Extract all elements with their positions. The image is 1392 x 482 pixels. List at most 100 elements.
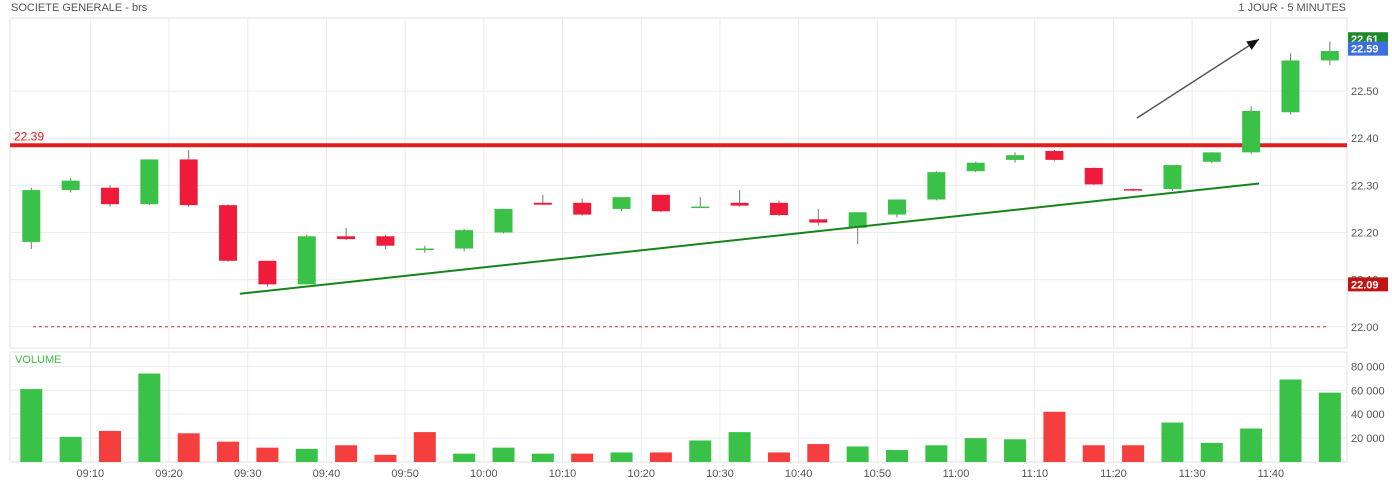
candle-body xyxy=(1320,51,1339,61)
price-tick-label: 22.50 xyxy=(1351,86,1379,98)
price-tick-label: 22.00 xyxy=(1351,322,1379,334)
volume-bar xyxy=(20,389,43,462)
candle-body xyxy=(455,230,474,249)
price-panel-frame xyxy=(9,17,1348,349)
price-label-text: 22.09 xyxy=(1351,279,1379,291)
candle-body xyxy=(848,212,867,228)
candle-body xyxy=(966,162,985,172)
volume-bar xyxy=(649,452,672,462)
x-tick-label: 10:10 xyxy=(549,468,577,480)
candle-body xyxy=(927,172,946,200)
volume-bar xyxy=(1200,442,1223,462)
volume-bar xyxy=(571,453,594,462)
volume-bar xyxy=(1318,392,1341,462)
volume-bar xyxy=(59,436,82,462)
candle-body xyxy=(888,199,906,215)
volume-bar xyxy=(846,446,869,462)
volume-tick-label: 80 000 xyxy=(1351,361,1385,373)
x-tick-label: 09:20 xyxy=(155,468,183,480)
candle-body xyxy=(651,194,670,212)
chart-title: SOCIETE GENERALE - brs xyxy=(11,2,148,14)
x-tick-label: 11:30 xyxy=(1179,468,1206,480)
candle-body xyxy=(1202,152,1221,162)
arrow-head xyxy=(1246,39,1260,50)
candle-body xyxy=(297,236,316,285)
volume-bar xyxy=(1082,445,1105,462)
volume-bar xyxy=(413,432,436,462)
candle-body xyxy=(730,202,749,206)
x-tick-label: 10:00 xyxy=(470,468,498,480)
price-tick-label: 22.20 xyxy=(1351,228,1379,240)
volume-bar xyxy=(99,430,121,462)
volume-bar xyxy=(886,450,908,462)
volume-bar xyxy=(217,441,240,462)
candle-body xyxy=(809,219,828,223)
candle-body xyxy=(1281,60,1300,113)
volume-tick-label: 40 000 xyxy=(1351,409,1385,421)
volume-bar xyxy=(1122,445,1145,462)
candle-body xyxy=(415,248,434,251)
volume-bar xyxy=(295,448,318,462)
volume-bar xyxy=(610,452,633,462)
candle-body xyxy=(1045,150,1064,160)
candle-body xyxy=(769,202,788,216)
candle-body xyxy=(337,236,356,240)
volume-bar xyxy=(1240,428,1263,462)
volume-bar xyxy=(492,447,515,462)
candle-body xyxy=(1006,155,1025,160)
period-selector[interactable]: 1 JOUR - 5 MINUTES xyxy=(1238,2,1346,14)
volume-panel-frame xyxy=(9,351,1348,463)
volume-bar xyxy=(807,444,830,462)
volume-bar xyxy=(531,453,554,462)
x-tick-label: 11:10 xyxy=(1021,468,1048,480)
x-tick-label: 11:20 xyxy=(1100,468,1127,480)
candle-body xyxy=(1242,110,1261,153)
price-tick-label: 22.30 xyxy=(1351,180,1379,192)
volume-bar xyxy=(1279,379,1302,462)
volume-bar xyxy=(1161,422,1184,462)
price-label-box xyxy=(1348,41,1388,56)
price-label-box xyxy=(1348,277,1388,292)
volume-bar xyxy=(964,438,987,462)
candle-body xyxy=(376,236,395,246)
x-tick-label: 11:40 xyxy=(1257,468,1284,480)
volume-bar xyxy=(925,445,948,462)
volume-bar xyxy=(689,440,712,462)
x-tick-label: 10:50 xyxy=(864,468,892,480)
arrow-line xyxy=(1136,38,1260,119)
candle-body xyxy=(179,159,198,206)
volume-bar xyxy=(138,373,161,462)
candle-body xyxy=(494,208,513,233)
candle-body xyxy=(1163,165,1182,190)
resistance-label: 22.39 xyxy=(14,129,44,143)
candle-body xyxy=(101,187,119,205)
price-label-text: 22.59 xyxy=(1351,44,1379,56)
x-tick-label: 10:20 xyxy=(627,468,655,480)
trendline xyxy=(239,182,1260,295)
volume-tick-label: 60 000 xyxy=(1351,385,1385,397)
volume-bar xyxy=(177,433,200,462)
x-tick-label: 10:40 xyxy=(785,468,813,480)
volume-bar xyxy=(1004,439,1027,462)
candle-body xyxy=(1124,189,1143,191)
volume-tick-label: 20 000 xyxy=(1351,433,1385,445)
volume-bar xyxy=(374,454,397,462)
candle-body xyxy=(61,180,80,191)
x-tick-label: 10:30 xyxy=(706,468,734,480)
price-tick-label: 22.40 xyxy=(1351,133,1379,145)
volume-bar xyxy=(728,432,751,462)
candle-body xyxy=(691,206,710,209)
x-tick-label: 09:30 xyxy=(234,468,262,480)
candle-body xyxy=(22,190,41,242)
x-tick-label: 09:50 xyxy=(391,468,419,480)
x-tick-label: 09:10 xyxy=(77,468,105,480)
candle-body xyxy=(533,202,552,205)
candle-body xyxy=(258,260,277,285)
volume-bar xyxy=(256,447,279,462)
candle-body xyxy=(219,205,238,261)
candle-body xyxy=(612,197,631,209)
x-tick-label: 09:40 xyxy=(313,468,341,480)
volume-bar xyxy=(335,445,358,462)
